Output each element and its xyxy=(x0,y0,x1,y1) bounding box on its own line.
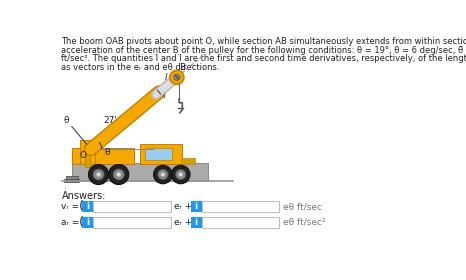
Text: as vectors in the eᵣ and eθ directions.: as vectors in the eᵣ and eθ directions. xyxy=(62,63,220,72)
Circle shape xyxy=(154,165,172,184)
Text: (: ( xyxy=(78,216,83,229)
Text: vᵣ =: vᵣ = xyxy=(62,202,80,211)
Circle shape xyxy=(158,169,168,179)
Text: eθ ft/sec²: eθ ft/sec² xyxy=(283,218,326,227)
Circle shape xyxy=(171,165,190,184)
Bar xyxy=(202,217,279,228)
Bar xyxy=(66,176,78,181)
Text: 27': 27' xyxy=(103,116,117,125)
Bar xyxy=(80,140,96,164)
Bar xyxy=(191,217,202,228)
Bar xyxy=(72,148,134,164)
Text: eθ ft/sec: eθ ft/sec xyxy=(283,202,322,211)
Circle shape xyxy=(96,172,101,177)
Text: i: i xyxy=(195,218,198,227)
Text: A: A xyxy=(159,91,165,100)
Circle shape xyxy=(170,70,184,84)
Bar xyxy=(85,148,90,167)
Text: O: O xyxy=(79,151,86,160)
Text: Answers:: Answers: xyxy=(62,191,107,201)
Bar xyxy=(82,201,93,212)
Text: acceleration of the center B of the pulley for the following conditions: θ = 19°: acceleration of the center B of the pull… xyxy=(62,46,466,55)
Circle shape xyxy=(93,169,104,180)
Bar xyxy=(140,144,182,164)
Text: eᵣ +: eᵣ + xyxy=(174,218,192,227)
Bar xyxy=(181,158,195,164)
Bar xyxy=(72,163,208,181)
Text: B: B xyxy=(179,63,185,72)
Circle shape xyxy=(116,172,121,177)
Text: i: i xyxy=(195,202,198,211)
Text: ft/sec². The quantities l̇ and l̈ are the first and second time derivatives, res: ft/sec². The quantities l̇ and l̈ are th… xyxy=(62,54,466,63)
Circle shape xyxy=(176,169,186,179)
Text: The boom OAB pivots about point O, while section AB simultaneously extends from : The boom OAB pivots about point O, while… xyxy=(62,37,466,46)
Bar xyxy=(93,217,171,228)
Circle shape xyxy=(174,74,180,80)
Text: i: i xyxy=(86,218,89,227)
Text: (: ( xyxy=(78,200,83,213)
Circle shape xyxy=(113,169,124,180)
Circle shape xyxy=(161,172,165,177)
Bar xyxy=(145,148,172,160)
Bar xyxy=(191,201,202,212)
Circle shape xyxy=(89,164,109,185)
Text: eᵣ +: eᵣ + xyxy=(174,202,192,211)
Text: i: i xyxy=(86,202,89,211)
Bar xyxy=(202,201,279,212)
Circle shape xyxy=(178,172,183,177)
Text: aᵣ =: aᵣ = xyxy=(62,218,80,227)
Bar xyxy=(82,217,93,228)
Text: θ̇: θ̇ xyxy=(63,116,69,125)
Bar xyxy=(93,201,171,212)
Text: θ: θ xyxy=(105,148,110,157)
Text: l: l xyxy=(165,73,167,82)
Bar xyxy=(64,179,79,182)
Circle shape xyxy=(109,164,129,185)
